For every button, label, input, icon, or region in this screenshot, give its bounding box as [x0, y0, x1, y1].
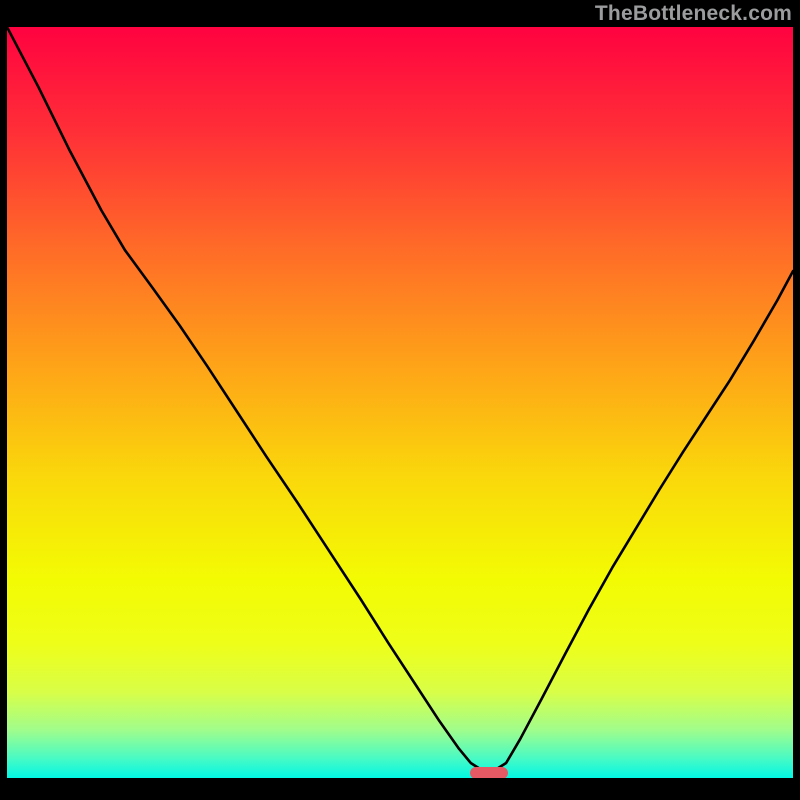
optimal-marker: [470, 767, 508, 778]
bottleneck-curve: [7, 27, 793, 778]
watermark-text: TheBottleneck.com: [595, 2, 792, 26]
plot-area: [7, 27, 793, 778]
chart-root: { "watermark": { "text": "TheBottleneck.…: [0, 0, 800, 800]
